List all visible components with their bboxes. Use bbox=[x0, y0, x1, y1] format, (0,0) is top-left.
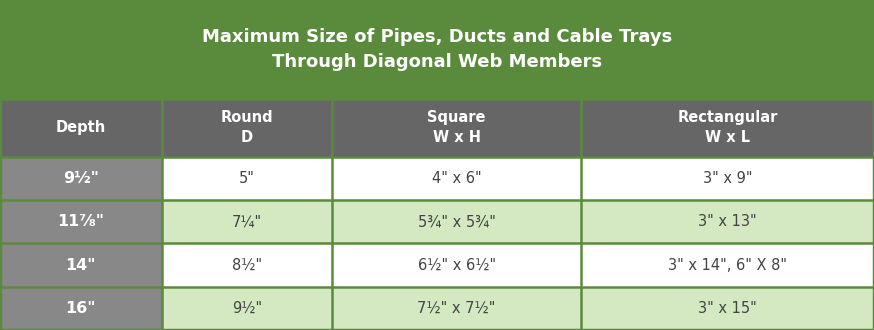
Text: 7½" x 7½": 7½" x 7½" bbox=[418, 301, 496, 316]
Bar bbox=[0, 244, 162, 287]
Bar bbox=[0, 99, 874, 157]
Bar bbox=[162, 287, 332, 330]
Bar bbox=[162, 244, 332, 287]
Text: 3" x 13": 3" x 13" bbox=[698, 214, 757, 229]
Text: 9½": 9½" bbox=[63, 171, 99, 186]
Text: 7¼": 7¼" bbox=[232, 214, 262, 229]
Text: Square
W x H: Square W x H bbox=[427, 111, 486, 145]
Text: Depth: Depth bbox=[56, 120, 106, 135]
Text: 8½": 8½" bbox=[232, 257, 262, 273]
Text: 14": 14" bbox=[66, 257, 96, 273]
Bar bbox=[0, 157, 162, 200]
Bar bbox=[332, 244, 581, 287]
Text: 3" x 14", 6" X 8": 3" x 14", 6" X 8" bbox=[668, 257, 787, 273]
Bar bbox=[581, 157, 874, 200]
Text: 4" x 6": 4" x 6" bbox=[432, 171, 482, 186]
Text: 5¾" x 5¾": 5¾" x 5¾" bbox=[418, 214, 496, 229]
Bar bbox=[332, 157, 581, 200]
Text: 9½": 9½" bbox=[232, 301, 262, 316]
Text: Maximum Size of Pipes, Ducts and Cable Trays
Through Diagonal Web Members: Maximum Size of Pipes, Ducts and Cable T… bbox=[202, 28, 672, 71]
Bar bbox=[581, 287, 874, 330]
Text: 3" x 9": 3" x 9" bbox=[703, 171, 753, 186]
Bar bbox=[0, 287, 162, 330]
Bar bbox=[162, 157, 332, 200]
Bar bbox=[0, 0, 874, 99]
Text: 5": 5" bbox=[239, 171, 255, 186]
Text: 16": 16" bbox=[66, 301, 96, 316]
Bar bbox=[162, 200, 332, 244]
Bar bbox=[332, 287, 581, 330]
Bar bbox=[581, 244, 874, 287]
Bar bbox=[0, 200, 162, 244]
Bar bbox=[581, 200, 874, 244]
Text: 3" x 15": 3" x 15" bbox=[698, 301, 757, 316]
Text: Rectangular
W x L: Rectangular W x L bbox=[677, 111, 778, 145]
Text: 11⅞": 11⅞" bbox=[58, 214, 104, 229]
Text: 6½" x 6½": 6½" x 6½" bbox=[418, 257, 496, 273]
Text: Round
D: Round D bbox=[220, 111, 274, 145]
Bar bbox=[332, 200, 581, 244]
